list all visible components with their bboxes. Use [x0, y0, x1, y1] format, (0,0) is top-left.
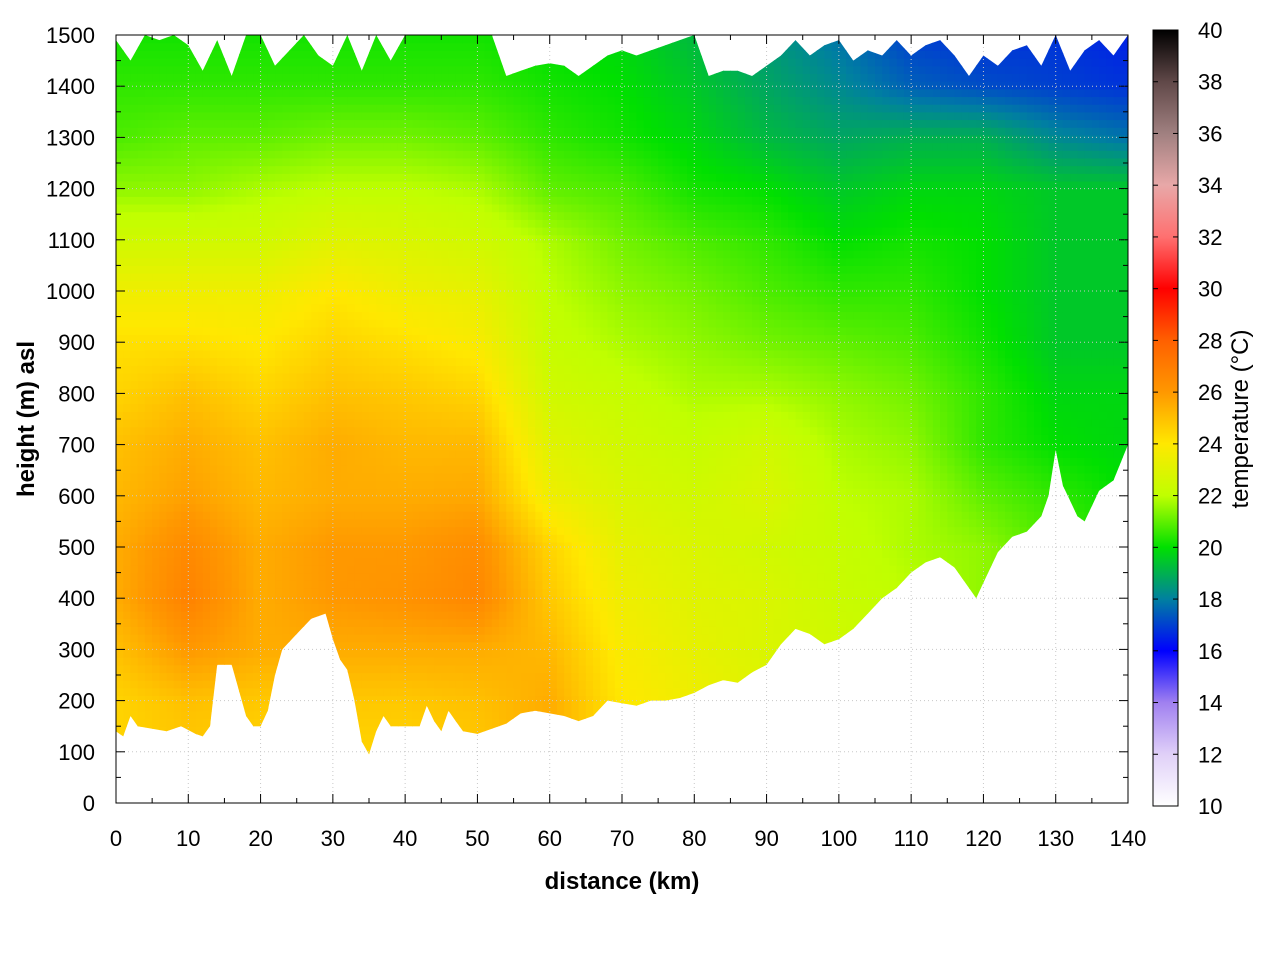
- y-tick-label: 800: [58, 381, 95, 406]
- y-tick-label: 300: [58, 637, 95, 662]
- colorbar-tick-label: 14: [1198, 691, 1222, 716]
- y-tick-label: 700: [58, 433, 95, 458]
- colorbar-tick-label: 20: [1198, 535, 1222, 560]
- colorbar-tick-label: 38: [1198, 70, 1222, 95]
- x-tick-label: 60: [537, 826, 561, 851]
- colorbar-tick-label: 32: [1198, 225, 1222, 250]
- colorbar: [1152, 29, 1179, 807]
- colorbar-ticks: 10 12 14 16 18 20 22 24 26 28 30 32 34 36 38 40: [1153, 18, 1222, 819]
- colorbar-tick-label: 36: [1198, 121, 1222, 146]
- x-tick-label: 50: [465, 826, 489, 851]
- y-tick-label: 1000: [46, 279, 95, 304]
- x-tick-label: 70: [610, 826, 634, 851]
- y-tick-label: 200: [58, 689, 95, 714]
- colorbar-tick-label: 40: [1198, 18, 1222, 43]
- colorbar-tick-label: 34: [1198, 173, 1222, 198]
- x-tick-label: 100: [820, 826, 857, 851]
- y-axis-ticks: 0 100 200 300 400 500 600 700 800 900 1000 1100 1200…: [46, 23, 1128, 816]
- y-tick-label: 100: [58, 740, 95, 765]
- y-tick-label: 1400: [46, 74, 95, 99]
- colorbar-tick-label: 12: [1198, 742, 1222, 767]
- x-tick-label: 130: [1037, 826, 1074, 851]
- y-tick-label: 1500: [46, 23, 95, 48]
- x-tick-label: 80: [682, 826, 706, 851]
- x-axis-ticks: 0 10 20 30 40 50 60 70 80 90 100 110 120 130 140: [110, 35, 1146, 851]
- y-tick-label: 500: [58, 535, 95, 560]
- x-tick-label: 30: [321, 826, 345, 851]
- colorbar-tick-label: 24: [1198, 432, 1222, 457]
- colorbar-title: temperature (°C): [1227, 330, 1254, 509]
- y-tick-label: 900: [58, 330, 95, 355]
- x-tick-label: 0: [110, 826, 122, 851]
- colorbar-tick-label: 22: [1198, 484, 1222, 509]
- colorbar-tick-label: 28: [1198, 328, 1222, 353]
- colorbar-tick-label: 18: [1198, 587, 1222, 612]
- x-axis-title: distance (km): [545, 868, 700, 895]
- x-tick-label: 110: [894, 826, 929, 851]
- colorbar-tick-label: 30: [1198, 277, 1222, 302]
- x-tick-label: 40: [393, 826, 417, 851]
- colorbar-tick-label: 26: [1198, 380, 1222, 405]
- x-tick-label: 20: [248, 826, 272, 851]
- x-tick-label: 120: [965, 826, 1002, 851]
- colorbar-tick-label: 10: [1198, 794, 1222, 819]
- y-tick-label: 1300: [46, 125, 95, 150]
- x-tick-label: 140: [1110, 826, 1147, 851]
- x-tick-label: 90: [754, 826, 778, 851]
- y-axis-title: height (m) asl: [13, 341, 40, 497]
- colorbar-tick-label: 16: [1198, 639, 1222, 664]
- y-tick-label: 0: [83, 791, 95, 816]
- x-tick-label: 10: [176, 826, 200, 851]
- y-tick-label: 400: [58, 586, 95, 611]
- y-tick-label: 600: [58, 484, 95, 509]
- grid: [116, 35, 1128, 803]
- y-tick-label: 1200: [46, 177, 95, 202]
- y-tick-label: 1100: [48, 228, 95, 253]
